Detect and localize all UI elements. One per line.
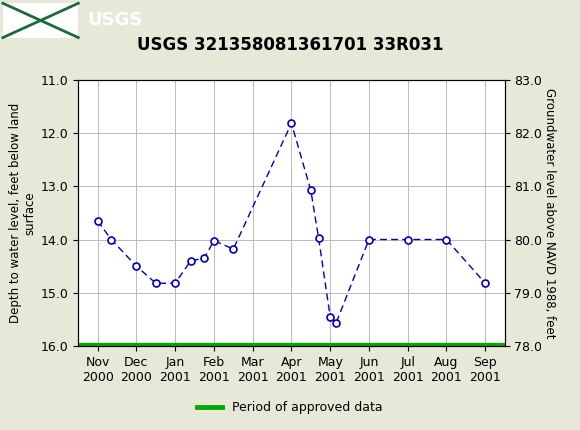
Y-axis label: Groundwater level above NAVD 1988, feet: Groundwater level above NAVD 1988, feet (543, 88, 556, 338)
Text: USGS: USGS (87, 12, 142, 29)
Legend: Period of approved data: Period of approved data (192, 396, 388, 419)
Text: USGS 321358081361701 33R031: USGS 321358081361701 33R031 (137, 36, 443, 54)
Y-axis label: Depth to water level, feet below land
surface: Depth to water level, feet below land su… (9, 103, 37, 323)
